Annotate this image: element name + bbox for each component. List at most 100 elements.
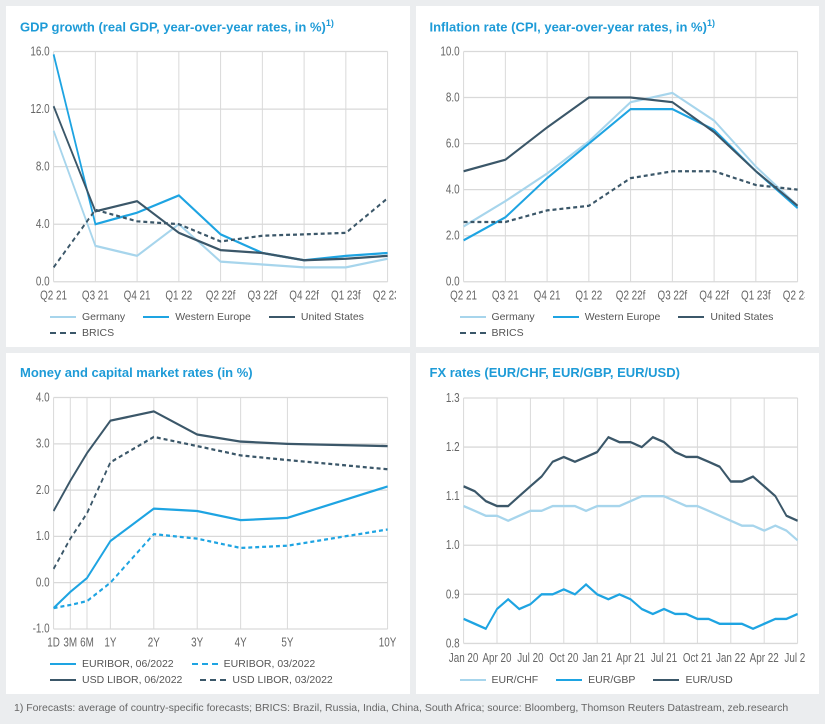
svg-text:1.0: 1.0 <box>36 530 50 543</box>
svg-text:Jan 21: Jan 21 <box>582 651 612 666</box>
svg-text:Apr 21: Apr 21 <box>616 651 645 666</box>
svg-text:8.0: 8.0 <box>36 161 50 174</box>
svg-text:1.0: 1.0 <box>445 538 459 553</box>
svg-text:12.0: 12.0 <box>30 103 49 116</box>
svg-text:16.0: 16.0 <box>30 45 49 58</box>
legend-swatch <box>50 316 76 318</box>
svg-text:8.0: 8.0 <box>445 92 459 105</box>
legend-swatch <box>200 679 226 681</box>
svg-text:10Y: 10Y <box>379 636 396 649</box>
legend-item: EURIBOR, 03/2022 <box>192 658 316 670</box>
svg-text:4.0: 4.0 <box>36 391 50 404</box>
svg-text:Jan 22: Jan 22 <box>715 651 745 666</box>
legend-swatch <box>50 332 76 334</box>
legend-swatch <box>460 316 486 318</box>
inflation-legend: Germany Western Europe United States BRICS <box>430 311 806 339</box>
inflation-title-sup: 1) <box>707 18 715 28</box>
svg-text:1D: 1D <box>47 636 60 649</box>
svg-text:10.0: 10.0 <box>440 45 459 58</box>
rates-chart: -1.00.01.02.03.04.01D3M6M1Y2Y3Y4Y5Y10Y <box>20 390 396 654</box>
legend-item: EUR/CHF <box>460 674 539 686</box>
gdp-chart: 0.04.08.012.016.0Q2 21Q3 21Q4 21Q1 22Q2 … <box>20 44 396 307</box>
gdp-panel: GDP growth (real GDP, year-over-year rat… <box>6 6 410 347</box>
legend-swatch <box>678 316 704 318</box>
legend-item: EUR/USD <box>653 674 732 686</box>
inflation-chart: 0.02.04.06.08.010.0Q2 21Q3 21Q4 21Q1 22Q… <box>430 44 806 307</box>
legend-label: EUR/CHF <box>492 674 539 686</box>
legend-label: EUR/USD <box>685 674 732 686</box>
svg-text:4.0: 4.0 <box>445 184 459 197</box>
inflation-title: Inflation rate (CPI, year-over-year rate… <box>430 18 806 36</box>
svg-text:Jan 20: Jan 20 <box>448 651 478 666</box>
legend-item: Western Europe <box>143 311 251 323</box>
gdp-title-text: GDP growth (real GDP, year-over-year rat… <box>20 19 326 34</box>
svg-text:Q1 23f: Q1 23f <box>741 290 771 303</box>
svg-text:1.1: 1.1 <box>445 489 459 504</box>
legend-swatch <box>50 679 76 681</box>
svg-text:Q4 22f: Q4 22f <box>699 290 729 303</box>
svg-text:Q2 22f: Q2 22f <box>206 290 236 303</box>
svg-text:Q2 21: Q2 21 <box>40 290 67 303</box>
svg-text:0.8: 0.8 <box>445 636 459 651</box>
svg-text:Q2 23f: Q2 23f <box>782 290 805 303</box>
legend-swatch <box>192 663 218 665</box>
svg-text:6M: 6M <box>80 636 94 649</box>
svg-text:Jul 22: Jul 22 <box>784 651 805 666</box>
legend-label: USD LIBOR, 06/2022 <box>82 674 182 686</box>
svg-text:Oct 21: Oct 21 <box>682 651 711 666</box>
legend-label: EURIBOR, 06/2022 <box>82 658 174 670</box>
legend-swatch <box>460 332 486 334</box>
svg-text:Apr 22: Apr 22 <box>749 651 778 666</box>
gdp-title-sup: 1) <box>326 18 334 28</box>
svg-text:Jul 21: Jul 21 <box>650 651 676 666</box>
legend-item: USD LIBOR, 03/2022 <box>200 674 332 686</box>
legend-label: BRICS <box>82 327 114 339</box>
legend-item: United States <box>269 311 364 323</box>
svg-text:Q3 21: Q3 21 <box>82 290 109 303</box>
svg-text:6.0: 6.0 <box>445 138 459 151</box>
legend-label: BRICS <box>492 327 524 339</box>
svg-text:1Y: 1Y <box>104 636 116 649</box>
svg-text:Q3 22f: Q3 22f <box>248 290 278 303</box>
svg-text:Q4 22f: Q4 22f <box>289 290 319 303</box>
legend-label: EUR/GBP <box>588 674 635 686</box>
legend-swatch <box>653 679 679 681</box>
legend-label: USD LIBOR, 03/2022 <box>232 674 332 686</box>
svg-text:0.0: 0.0 <box>36 276 50 289</box>
gdp-title: GDP growth (real GDP, year-over-year rat… <box>20 18 396 36</box>
legend-label: Western Europe <box>175 311 251 323</box>
svg-text:Q2 23f: Q2 23f <box>373 290 396 303</box>
svg-text:2Y: 2Y <box>148 636 160 649</box>
svg-text:2.0: 2.0 <box>445 230 459 243</box>
legend-item: USD LIBOR, 06/2022 <box>50 674 182 686</box>
legend-swatch <box>269 316 295 318</box>
legend-label: Germany <box>492 311 535 323</box>
legend-swatch <box>50 663 76 665</box>
svg-text:Q2 21: Q2 21 <box>450 290 477 303</box>
svg-text:4Y: 4Y <box>235 636 247 649</box>
legend-swatch <box>556 679 582 681</box>
legend-swatch <box>460 679 486 681</box>
legend-item: Western Europe <box>553 311 661 323</box>
svg-text:1.2: 1.2 <box>445 440 459 455</box>
legend-label: United States <box>301 311 364 323</box>
svg-text:3M: 3M <box>63 636 77 649</box>
gdp-legend: GermanyWestern EuropeUnited StatesBRICS <box>20 311 396 339</box>
legend-item: EURIBOR, 06/2022 <box>50 658 174 670</box>
svg-text:Jul 20: Jul 20 <box>517 651 544 666</box>
svg-text:2.0: 2.0 <box>36 484 50 497</box>
fx-panel: FX rates (EUR/CHF, EUR/GBP, EUR/USD) 0.8… <box>416 353 820 694</box>
svg-text:Q1 22: Q1 22 <box>165 290 192 303</box>
footnote: 1) Forecasts: average of country-specifi… <box>6 700 819 718</box>
svg-text:3.0: 3.0 <box>36 437 50 450</box>
rates-legend: EURIBOR, 06/2022 EURIBOR, 03/2022 USD LIBO… <box>20 658 396 686</box>
fx-legend: EUR/CHF EUR/GBP EUR/USD <box>430 674 806 686</box>
svg-text:0.0: 0.0 <box>36 576 50 589</box>
fx-title: FX rates (EUR/CHF, EUR/GBP, EUR/USD) <box>430 365 806 382</box>
svg-text:Q4 21: Q4 21 <box>124 290 151 303</box>
svg-text:Q1 23f: Q1 23f <box>331 290 361 303</box>
svg-text:0.0: 0.0 <box>445 276 459 289</box>
svg-text:Q1 22: Q1 22 <box>575 290 602 303</box>
legend-item: United States <box>678 311 773 323</box>
svg-text:Oct 20: Oct 20 <box>549 651 578 666</box>
